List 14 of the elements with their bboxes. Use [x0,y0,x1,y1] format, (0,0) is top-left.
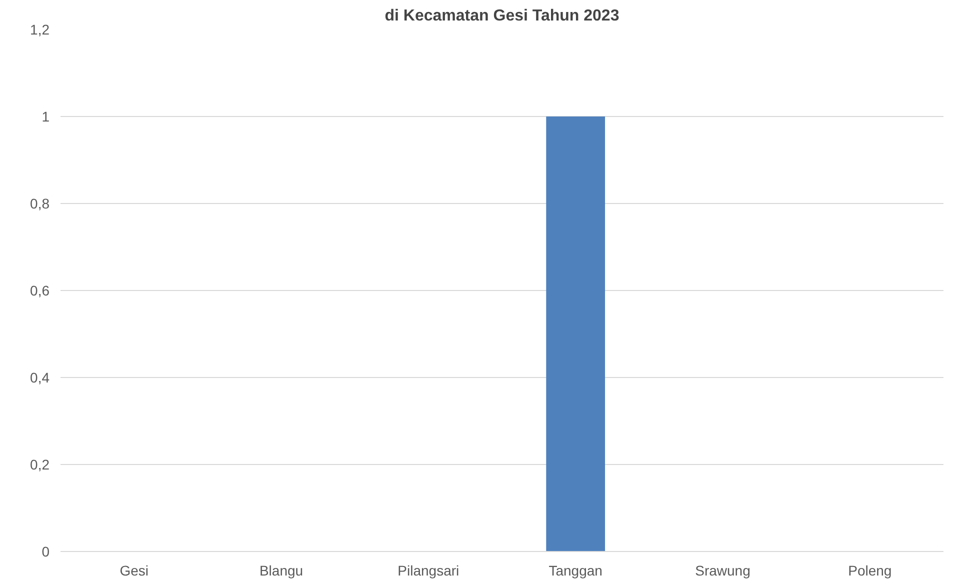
x-tick-label: Gesi [120,562,148,578]
y-tick-label: 0 [42,544,50,560]
y-tick-label: 0,8 [30,196,50,212]
x-tick-label: Poleng [848,562,892,578]
y-tick-label: 1,2 [30,22,50,38]
x-tick-label: Pilangsari [398,562,460,578]
y-tick-label: 0,4 [30,370,50,386]
x-tick-label: Tanggan [548,562,602,578]
y-tick-label: 1 [42,108,50,124]
y-tick-label: 0,6 [30,282,50,298]
x-tick-label: Blangu [259,562,304,578]
y-tick-label: 0,2 [30,456,50,472]
chart-title: di Kecamatan Gesi Tahun 2023 [384,8,620,24]
x-tick-label: Srawung [695,562,750,578]
